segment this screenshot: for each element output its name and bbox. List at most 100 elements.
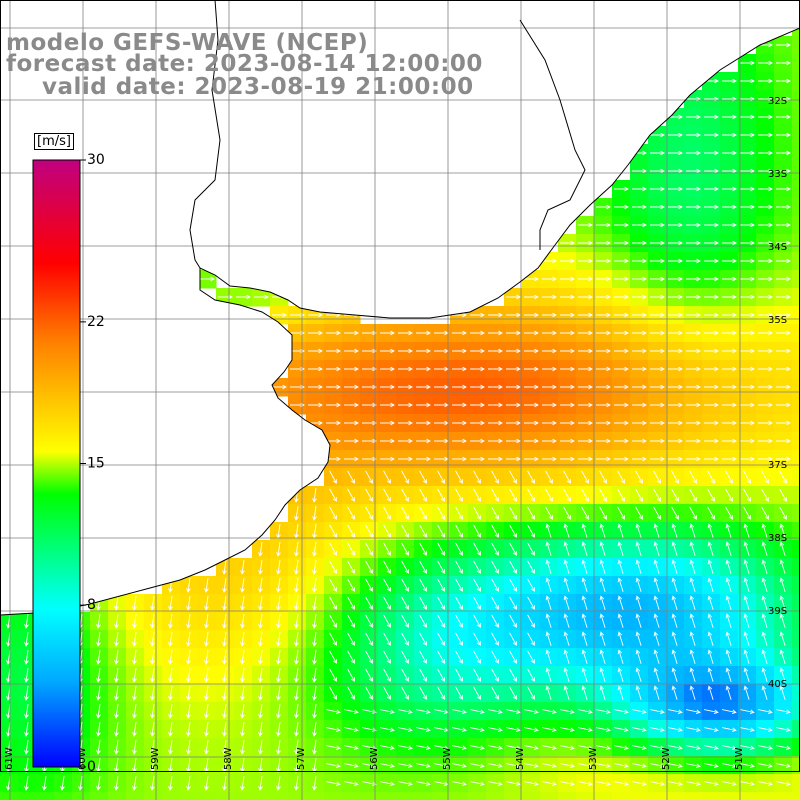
wind-arrow: [560, 402, 575, 408]
wind-arrow: [632, 186, 647, 192]
wind-arrow: [473, 470, 481, 484]
wind-arrow: [722, 222, 737, 228]
wind-arrow: [740, 168, 755, 174]
wind-arrow: [329, 560, 337, 574]
wind-arrow: [758, 709, 773, 715]
wind-arrow: [542, 366, 557, 372]
wind-arrow: [761, 559, 768, 574]
wind-arrow: [617, 667, 624, 682]
wind-arrow: [114, 740, 119, 755]
wind-arrow: [416, 709, 431, 715]
wind-arrow: [686, 727, 701, 733]
wind-arrow: [24, 704, 29, 719]
wind-arrow: [761, 523, 768, 538]
wind-cell: [792, 270, 800, 289]
wind-arrow: [758, 330, 773, 336]
wind-arrow: [740, 114, 755, 120]
wind-arrow: [506, 366, 521, 372]
wind-arrow: [722, 745, 737, 751]
wind-arrow: [668, 186, 683, 192]
wind-arrow: [650, 456, 665, 462]
wind-cell: [486, 792, 505, 800]
wind-arrow: [779, 649, 786, 664]
wind-arrow: [488, 438, 503, 444]
wind-arrow: [671, 613, 678, 628]
wind-arrow: [758, 168, 773, 174]
wind-arrow: [416, 763, 431, 769]
wind-arrow: [542, 348, 557, 354]
wind-arrow: [743, 559, 750, 574]
wind-arrow: [704, 348, 719, 354]
wind-arrow: [578, 709, 593, 715]
wind-arrow: [452, 745, 467, 751]
wind-arrow: [653, 470, 661, 484]
wind-arrow: [653, 577, 660, 592]
wind-arrow: [632, 168, 647, 174]
wind-arrow: [650, 276, 665, 282]
wind-cell: [396, 792, 415, 800]
colorbar-tick-label: 30: [87, 152, 105, 168]
wind-arrow: [398, 709, 413, 715]
wind-arrow: [653, 667, 660, 682]
wind-arrow: [347, 488, 355, 502]
wind-arrow: [743, 506, 751, 520]
wind-arrow: [776, 709, 791, 715]
wind-arrow: [473, 524, 481, 538]
wind-arrow: [132, 596, 137, 611]
wind-cell: [792, 288, 800, 307]
wind-arrow: [722, 402, 737, 408]
wind-arrow: [707, 613, 714, 628]
wind-cell: [342, 792, 361, 800]
wind-arrow: [581, 506, 589, 520]
wind-arrow: [344, 348, 359, 354]
wind-cell: [792, 306, 800, 325]
wind-arrow: [740, 60, 755, 66]
wind-arrow: [578, 276, 593, 282]
wind-cell: [792, 36, 800, 55]
wind-arrow: [506, 294, 521, 300]
wind-arrow: [312, 722, 317, 737]
wind-arrow: [452, 456, 467, 462]
wind-cell: [792, 252, 800, 271]
wind-arrow: [132, 740, 137, 755]
wind-arrow: [326, 709, 341, 715]
wind-arrow: [509, 668, 517, 682]
wind-arrow: [707, 631, 714, 646]
wind-arrow: [686, 330, 701, 336]
wind-arrow: [596, 709, 611, 715]
wind-arrow: [455, 614, 463, 628]
wind-arrow: [668, 258, 683, 264]
wind-arrow: [455, 470, 463, 484]
wind-arrow: [240, 704, 245, 719]
wind-arrow: [312, 578, 317, 593]
wind-arrow: [689, 631, 696, 646]
wind-arrow: [491, 470, 499, 484]
wind-cell: [540, 792, 559, 800]
wind-arrow: [650, 204, 665, 210]
wind-arrow: [186, 686, 191, 701]
wind-cell: [792, 468, 800, 487]
wind-arrow: [491, 542, 499, 556]
wind-cell: [792, 126, 800, 145]
wind-arrow: [581, 523, 588, 538]
wind-arrow: [380, 456, 395, 462]
wind-arrow: [686, 745, 701, 751]
wind-arrow: [326, 420, 341, 426]
wind-arrow: [758, 240, 773, 246]
wind-arrow: [686, 420, 701, 426]
wind-cell: [630, 792, 649, 800]
wind-arrow: [470, 727, 485, 733]
wind-cell: [792, 576, 800, 595]
wind-arrow: [365, 506, 373, 520]
wind-arrow: [704, 709, 719, 715]
wind-arrow: [240, 650, 245, 665]
wind-arrow: [761, 577, 768, 592]
wind-arrow: [779, 470, 787, 484]
wind-arrow: [632, 366, 647, 372]
wind-arrow: [686, 384, 701, 390]
wind-arrow: [383, 542, 391, 556]
wind-arrow: [329, 524, 337, 538]
wind-arrow: [383, 632, 391, 646]
wind-arrow: [560, 438, 575, 444]
wind-arrow: [437, 686, 445, 700]
